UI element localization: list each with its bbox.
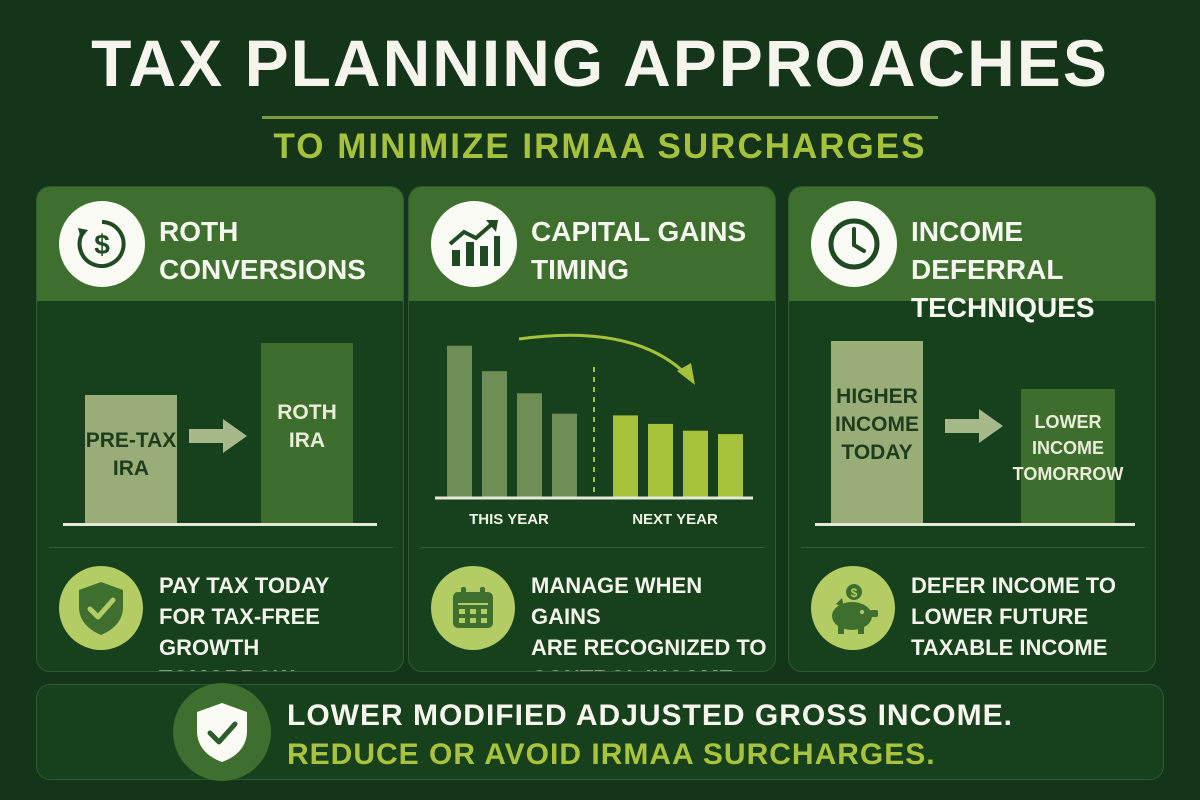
card-title: ROTH CONVERSIONS (159, 216, 366, 285)
card-divider (49, 547, 393, 548)
next-year-bar (613, 415, 638, 497)
pre-tax-ira-bar (85, 395, 177, 523)
card-header: INCOME DEFERRAL TECHNIQUES (789, 187, 1155, 323)
arrow-right-icon (189, 419, 247, 453)
capital-gains-chart (435, 333, 753, 500)
this-year-label: THIS YEAR (469, 511, 549, 528)
card-divider (421, 547, 765, 548)
calendar-icon (431, 566, 515, 650)
card-header: CAPITAL GAINS TIMING (409, 187, 775, 301)
higher-income-label: HIGHER INCOME TODAY (835, 385, 919, 464)
roth-ira-label: ROTH IRA (277, 401, 337, 452)
capital-gains-card: CAPITAL GAINS TIMING THIS YEAR NEXT YEAR… (408, 186, 776, 672)
card-title: INCOME DEFERRAL TECHNIQUES (911, 216, 1095, 323)
chart-baseline (815, 523, 1135, 526)
svg-text:$: $ (851, 586, 858, 600)
next-year-bar (683, 430, 708, 497)
higher-income-bar (831, 341, 923, 523)
next-year-label: NEXT YEAR (632, 511, 718, 528)
shield-check-icon (59, 566, 143, 650)
card-footer-text: DEFER INCOME TO LOWER FUTURE TAXABLE INC… (911, 573, 1116, 660)
page-subtitle: TO MINIMIZE IRMAA SURCHARGES (273, 127, 927, 166)
summary-banner: LOWER MODIFIED ADJUSTED GROSS INCOME. RE… (36, 683, 1164, 781)
roth-ira-bar (261, 343, 353, 523)
next-year-bar (718, 434, 743, 497)
this-year-bar (517, 393, 542, 497)
shift-arrow (518, 333, 689, 377)
next-year-bar (648, 423, 673, 497)
card-header: $ ROTH CONVERSIONS (37, 187, 403, 301)
shift-arrow-head (677, 363, 695, 385)
banner-line-1: LOWER MODIFIED ADJUSTED GROSS INCOME. (287, 699, 1013, 732)
roth-conversions-card: $ ROTH CONVERSIONS PRE-TAX IRA ROTH IRA … (36, 186, 404, 672)
pre-tax-ira-label: PRE-TAX IRA (85, 429, 177, 480)
card-footer-text: PAY TAX TODAY FOR TAX-FREE GROWTH TOMORR… (159, 573, 330, 671)
this-year-bar (447, 345, 472, 497)
lower-income-label: LOWER INCOME TOMORROW (1012, 412, 1124, 484)
page-title: TAX PLANNING APPROACHES (91, 26, 1109, 100)
card-divider (801, 547, 1145, 548)
growth-chart-icon (431, 201, 517, 287)
banner-line-2: REDUCE OR AVOID IRMAA SURCHARGES. (287, 738, 936, 771)
shield-check-icon (173, 683, 271, 781)
svg-text:$: $ (94, 229, 110, 260)
this-year-bar (552, 413, 577, 497)
card-footer-text: MANAGE WHEN GAINS ARE RECOGNIZED TO CONT… (531, 573, 767, 671)
lower-income-bar (1021, 389, 1115, 523)
piggy-bank-icon: $ (811, 566, 895, 650)
income-deferral-card: INCOME DEFERRAL TECHNIQUES HIGHER INCOME… (788, 186, 1156, 672)
this-year-bar (482, 371, 507, 497)
title-divider (262, 116, 938, 119)
arrow-right-icon (945, 409, 1003, 443)
chart-baseline (63, 523, 377, 526)
clock-icon (811, 201, 897, 287)
card-title: CAPITAL GAINS TIMING (531, 216, 747, 285)
dollar-cycle-icon: $ (59, 201, 145, 287)
